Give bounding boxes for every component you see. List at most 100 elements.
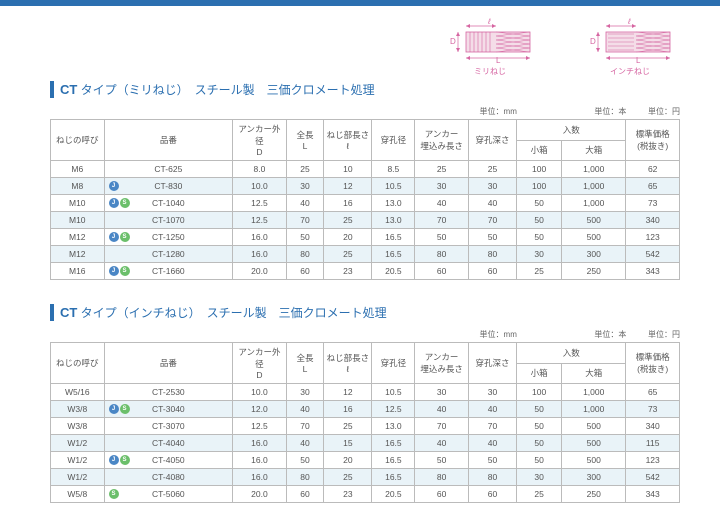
cell-hd: 20.5 [372,486,415,503]
col-qty: 入数 [517,343,626,364]
cell-l: 80 [286,246,324,263]
col-qty-large: 大箱 [562,140,626,161]
cell-lg: 500 [562,212,626,229]
cell-el: 70 [415,418,469,435]
cell-sm: 50 [517,212,562,229]
cell-tl: 20 [324,229,372,246]
j-mark-icon: J [109,455,119,465]
cell-d: 12.5 [233,418,287,435]
j-mark-icon: J [109,266,119,276]
cell-sm: 50 [517,435,562,452]
cell-lg: 500 [562,229,626,246]
cell-d: 16.0 [233,469,287,486]
part-number: CT-4050 [152,455,185,465]
cell-part: CT-3070 [104,418,233,435]
units-row-2: 単位：mm単位：本単位：円 [50,329,680,340]
cell-lg: 1,000 [562,384,626,401]
cell-price: 115 [626,435,680,452]
part-number: CT-4080 [152,472,185,482]
cell-tl: 15 [324,435,372,452]
col-embed-len: アンカー埋込み長さ [415,343,469,384]
cell-price: 62 [626,161,680,178]
j-mark-icon: J [109,404,119,414]
cell-sm: 30 [517,246,562,263]
part-number: CT-1280 [152,249,185,259]
cell-dp: 60 [468,486,516,503]
cell-l: 40 [286,401,324,418]
cell-d: 20.0 [233,263,287,280]
diagram-d-label: D [450,37,456,46]
cell-d: 20.0 [233,486,287,503]
table-row: W1/2CT-408016.0802516.5808030300542 [51,469,680,486]
cell-price: 343 [626,263,680,280]
cell-thread: W5/16 [51,384,105,401]
unit-label [50,329,232,340]
s-mark-icon: S [120,455,130,465]
cell-part: JSCT-3040 [104,401,233,418]
col-price: 標準価格(税抜き) [626,120,680,161]
cell-tl: 23 [324,263,372,280]
cell-sm: 100 [517,161,562,178]
unit-label: 単位：円 [626,106,680,117]
section2-rest: タイプ（インチねじ） スチール製 三価クロメート処理 [77,306,386,320]
cell-thread: M16 [51,263,105,280]
unit-label: 単位：mm [232,329,516,340]
unit-label [50,106,232,117]
part-number: CT-4040 [152,438,185,448]
cell-lg: 300 [562,469,626,486]
cell-dp: 50 [468,452,516,469]
cell-price: 340 [626,418,680,435]
cell-lg: 500 [562,452,626,469]
section2-title: CT タイプ（インチねじ） スチール製 三価クロメート処理 [50,304,680,321]
table-row: M6CT-6258.025108.525251001,00062 [51,161,680,178]
cell-tl: 16 [324,195,372,212]
cell-l: 25 [286,161,324,178]
table-row: W5/16CT-253010.0301210.530301001,00065 [51,384,680,401]
cell-price: 343 [626,486,680,503]
diagram-mm-caption: ミリねじ [440,66,540,77]
cell-sm: 50 [517,195,562,212]
cell-sm: 50 [517,418,562,435]
cell-dp: 70 [468,418,516,435]
cell-price: 542 [626,469,680,486]
cell-dp: 80 [468,469,516,486]
cell-tl: 25 [324,212,372,229]
cell-hd: 12.5 [372,401,415,418]
unit-label: 単位：本 [517,329,626,340]
section1-rest: タイプ（ミリねじ） スチール製 三価クロメート処理 [77,83,374,97]
cell-l: 60 [286,486,324,503]
cell-sm: 100 [517,384,562,401]
col-hole-depth: 穿孔深さ [468,120,516,161]
col-part: 品番 [104,343,233,384]
cell-el: 30 [415,384,469,401]
cell-l: 50 [286,452,324,469]
cell-hd: 10.5 [372,384,415,401]
cell-tl: 12 [324,384,372,401]
section1-title: CT タイプ（ミリねじ） スチール製 三価クロメート処理 [50,81,680,98]
part-number: CT-2530 [152,387,185,397]
diagram-inch-caption: インチねじ [580,66,680,77]
cell-part: CT-4040 [104,435,233,452]
cell-lg: 1,000 [562,195,626,212]
cell-dp: 25 [468,161,516,178]
cell-tl: 25 [324,469,372,486]
diagram-L-label: L [496,56,501,64]
col-hole-dia: 穿孔径 [372,343,415,384]
col-thread-len: ねじ部長さℓ [324,120,372,161]
cell-thread: M10 [51,195,105,212]
cell-d: 16.0 [233,435,287,452]
cell-dp: 40 [468,195,516,212]
col-part: 品番 [104,120,233,161]
cell-el: 50 [415,452,469,469]
cell-lg: 250 [562,486,626,503]
s-mark-icon: S [120,266,130,276]
cell-el: 50 [415,229,469,246]
part-number: CT-1070 [152,215,185,225]
cell-l: 70 [286,418,324,435]
col-total-l: 全長L [286,120,324,161]
col-thread: ねじの呼び [51,343,105,384]
cell-hd: 20.5 [372,263,415,280]
cell-lg: 1,000 [562,401,626,418]
table-row: W1/2CT-404016.0401516.5404050500115 [51,435,680,452]
cell-dp: 60 [468,263,516,280]
